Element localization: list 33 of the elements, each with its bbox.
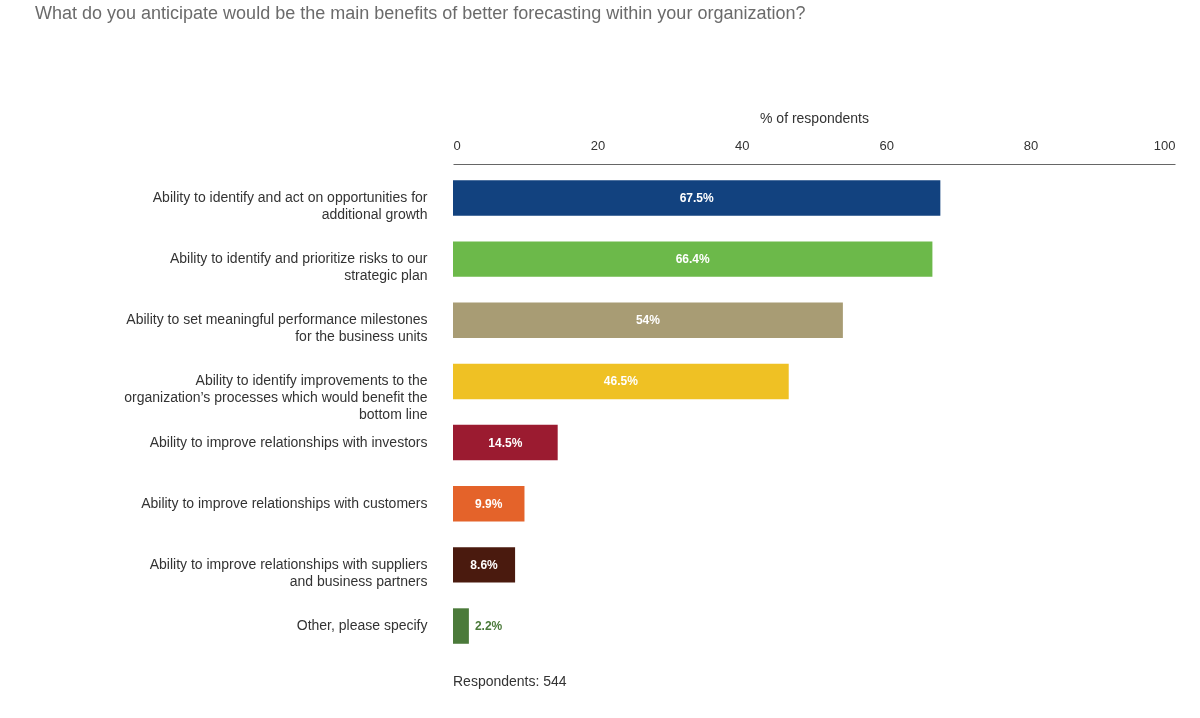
y-tick-label: Ability to improve relationships with investors (149, 433, 428, 450)
data-label: 14.5% (488, 435, 523, 450)
bar (453, 424, 558, 461)
y-tick-label: Other, please specify (296, 617, 428, 634)
data-label: 67.5% (679, 190, 715, 205)
data-label: 46.5% (603, 374, 639, 389)
bar (453, 363, 789, 400)
y-tick-label: Ability to identify and act on opportunities for additional growth (152, 188, 428, 222)
y-tick-label: Ability to identify and prioritize risks to our strategic plan (169, 250, 428, 284)
y-tick-label: Ability to identify improvements to the organization’s processes which would benefit the bottom line (124, 372, 428, 423)
bar (453, 485, 525, 522)
y-tick-label: Ability to improve relationships with customers (141, 494, 428, 511)
data-label: 66.4% (675, 252, 711, 267)
x-axis-title: % of respondents (760, 109, 869, 126)
y-tick-label: Ability to improve relationships with suppliers and business partners (149, 555, 428, 589)
x-tick-label: 40 (735, 137, 750, 153)
x-tick-label: 100 (1153, 137, 1176, 153)
bar (453, 180, 941, 216)
x-tick-label: 80 (1023, 137, 1039, 153)
y-tick-label: Ability to set meaningful performance milestones for the business units (126, 311, 428, 345)
chart-title: What do you anticipate would be the main benefits of better forecasting within your organization? (35, 3, 806, 23)
data-label: 54% (635, 313, 661, 328)
data-label: 9.9% (475, 496, 503, 511)
bar (453, 302, 843, 339)
x-tick-label: 60 (879, 137, 894, 153)
bar (453, 608, 469, 644)
bar (453, 547, 516, 583)
x-tick-label: 20 (590, 137, 606, 153)
x-tick-label: 0 (453, 137, 461, 153)
data-label: 8.6% (470, 557, 499, 572)
text: Respondents: 544 (453, 673, 567, 689)
bar (453, 241, 933, 277)
data-label: 2.2% (474, 619, 503, 634)
